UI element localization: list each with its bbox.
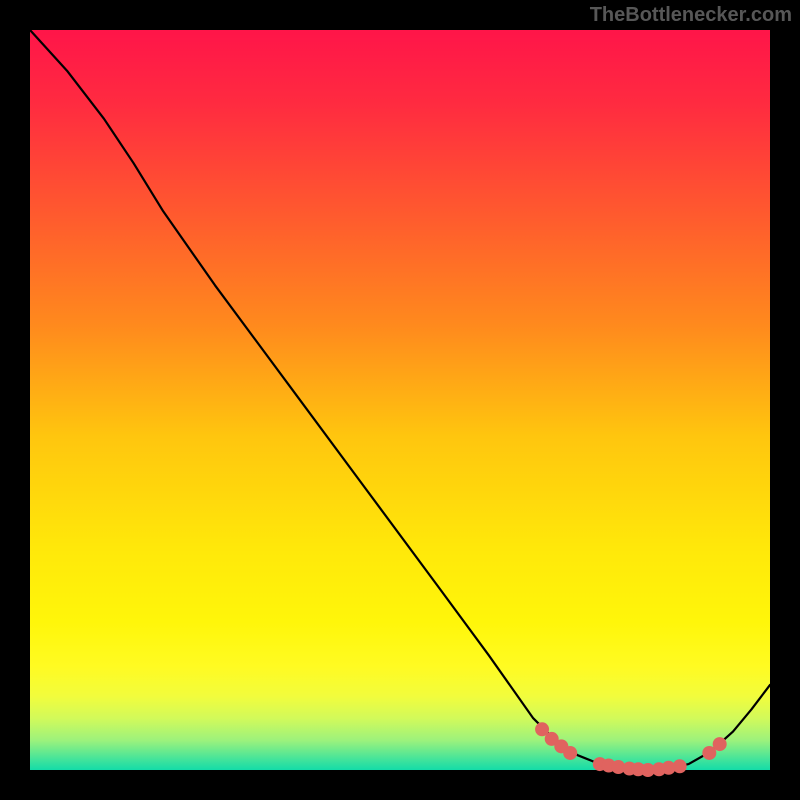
data-marker xyxy=(673,759,687,773)
chart-container: TheBottlenecker.com xyxy=(0,0,800,800)
bottleneck-chart xyxy=(0,0,800,800)
watermark-text: TheBottlenecker.com xyxy=(590,4,792,27)
data-marker xyxy=(713,737,727,751)
data-marker xyxy=(563,746,577,760)
plot-gradient-area xyxy=(30,30,770,770)
